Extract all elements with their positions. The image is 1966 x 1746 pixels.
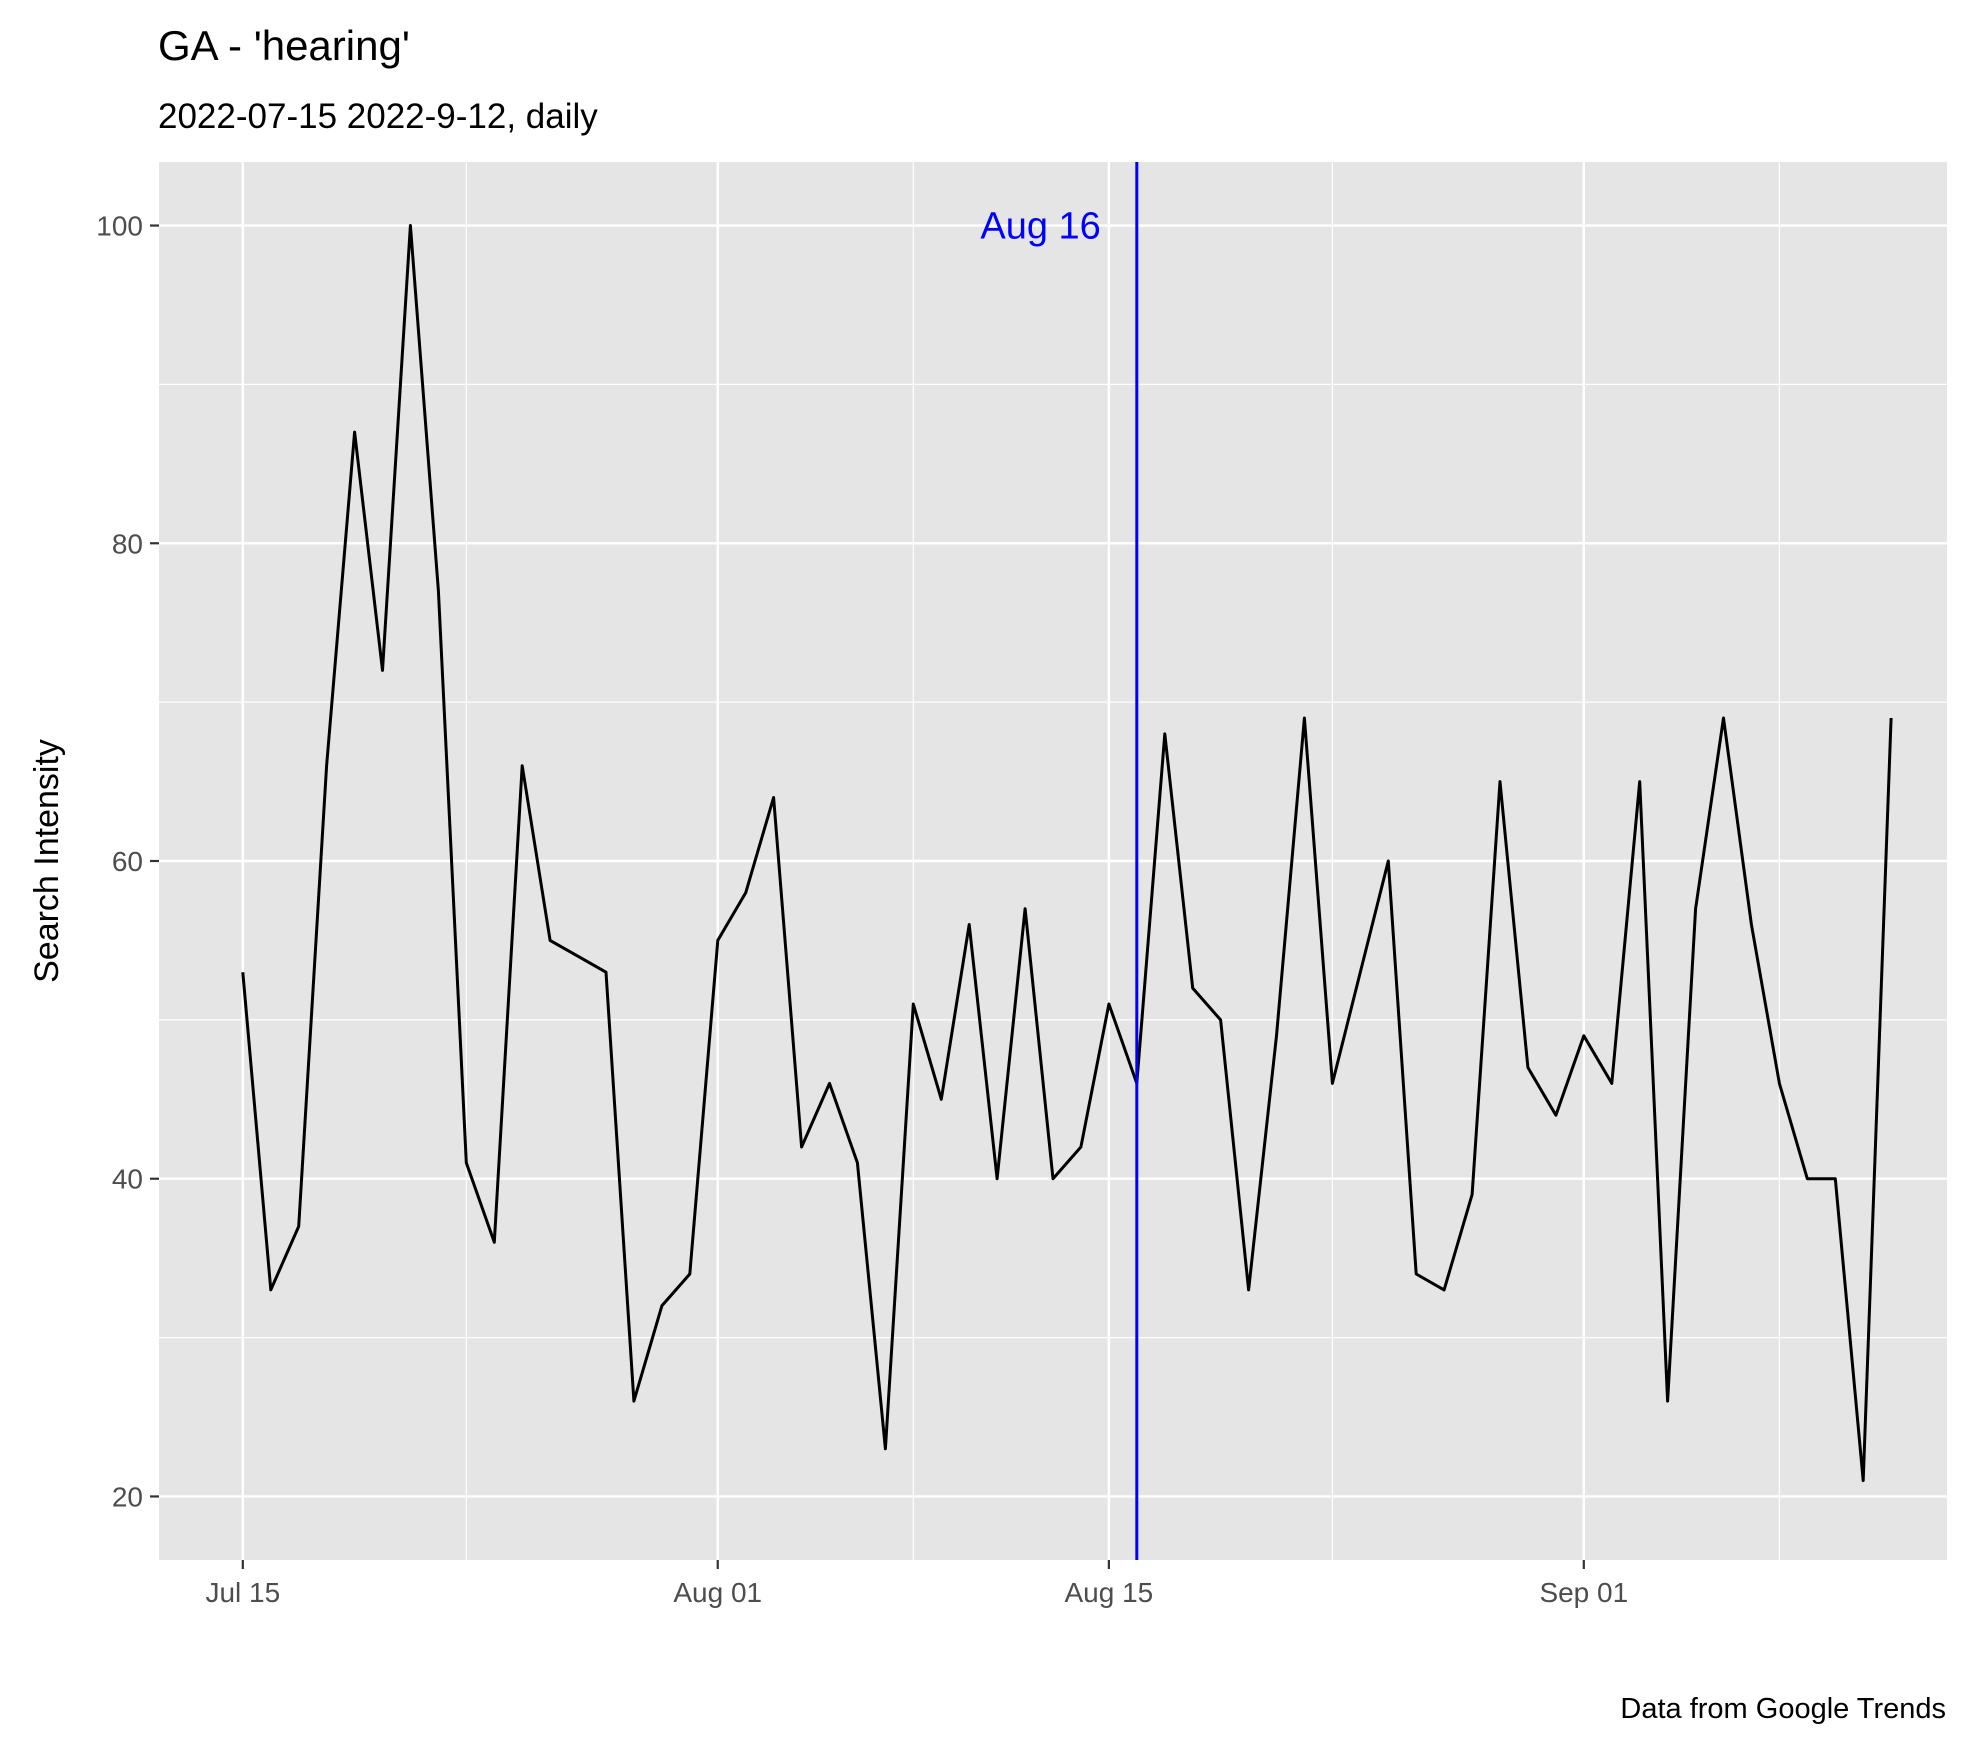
y-axis: 20 40 60 80 100 [96,211,159,1513]
y-tick-label: 20 [112,1481,143,1512]
y-tick-label: 60 [112,846,143,877]
x-tick-label: Aug 15 [1065,1577,1154,1608]
chart-caption: Data from Google Trends [1620,1693,1946,1725]
y-tick-label: 80 [112,528,143,559]
x-tick-label: Aug 01 [673,1577,762,1608]
chart-title: GA - 'hearing' [158,22,410,69]
x-axis: Jul 15 Aug 01 Aug 15 Sep 01 [205,1560,1628,1608]
chart-subtitle: 2022-07-15 2022-9-12, daily [158,97,598,136]
y-tick-label: 100 [96,211,143,242]
y-axis-title: Search Intensity [28,739,66,983]
x-tick-label: Sep 01 [1539,1577,1628,1608]
x-tick-label: Jul 15 [205,1577,280,1608]
annotation-label: Aug 16 [980,206,1100,248]
y-tick-label: 40 [112,1164,143,1195]
